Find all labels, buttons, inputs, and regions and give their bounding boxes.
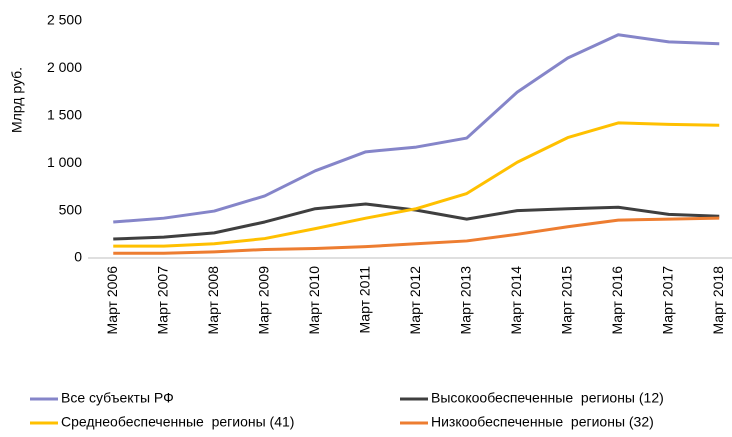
x-tick-label: Март 2010: [306, 266, 322, 335]
y-tick-label: 500: [59, 201, 83, 217]
x-tick-label: Март 2017: [659, 266, 675, 335]
x-tick-label: Март 2013: [457, 266, 473, 335]
legend-label: Среднеобеспеченные регионы (41): [61, 414, 294, 430]
x-tick-label: Март 2016: [609, 266, 625, 335]
y-tick-label: 1 000: [47, 154, 82, 170]
series-line: [113, 121, 720, 248]
y-tick-label: 2 500: [47, 12, 82, 28]
x-tick-label: Март 2006: [104, 266, 120, 335]
x-tick-label: Март 2015: [558, 266, 574, 335]
legend-label: Все субъекты РФ: [61, 390, 174, 406]
y-tick-label: 2 000: [47, 59, 82, 75]
legend-label: Высокообеспеченные регионы (12): [431, 390, 664, 406]
x-tick-label: Март 2018: [710, 266, 726, 335]
y-tick-label: 1 500: [47, 107, 82, 123]
x-tick-label: Март 2012: [407, 266, 423, 335]
series-line: [113, 33, 720, 224]
y-axis-label: Млрд руб.: [9, 67, 25, 133]
x-tick-label: Март 2007: [154, 266, 170, 335]
x-tick-label: Март 2011: [356, 266, 372, 334]
x-tick-label: Март 2014: [508, 266, 524, 335]
y-tick-label: 0: [74, 249, 82, 265]
legend-label: Низкообеспеченные регионы (32): [431, 414, 654, 430]
x-tick-label: Март 2009: [255, 266, 271, 335]
series-line: [113, 216, 720, 255]
x-tick-label: Март 2008: [205, 266, 221, 335]
